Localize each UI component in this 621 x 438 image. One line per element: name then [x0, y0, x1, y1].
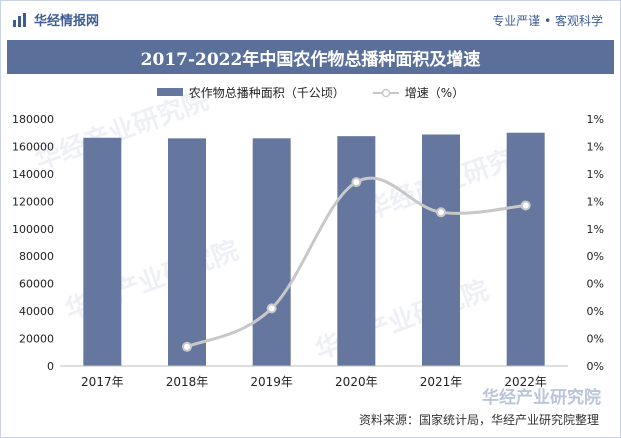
- bar: [252, 138, 291, 366]
- y-left-tick-label: 40000: [19, 305, 54, 318]
- y-right-tick-label: 1%: [587, 140, 604, 153]
- brand: 华经情报网: [12, 10, 99, 29]
- y-left-tick-label: 160000: [12, 140, 54, 153]
- y-left-tick-label: 60000: [19, 278, 54, 291]
- x-tick-label: 2021年: [420, 375, 463, 389]
- growth-point: [351, 177, 362, 188]
- header-bar: 华经情报网 专业严谨 • 客观科学: [0, 0, 621, 38]
- legend-swatch-line: [372, 87, 399, 98]
- slogan: 专业严谨 • 客观科学: [492, 14, 603, 28]
- y-left-tick-label: 20000: [19, 333, 54, 346]
- footer-brand: 华经产业研究院: [482, 388, 601, 408]
- x-tick-label: 2018年: [166, 375, 209, 389]
- y-right-tick-label: 0%: [587, 333, 604, 346]
- growth-point: [436, 207, 446, 218]
- y-right-tick-label: 0%: [587, 250, 604, 263]
- y-left-tick-label: 140000: [12, 168, 54, 181]
- bar: [337, 136, 376, 366]
- legend-label-line: 增速（%）: [404, 85, 465, 100]
- y-left-tick-label: 100000: [12, 223, 54, 236]
- bar: [422, 134, 460, 366]
- chart-legend: 农作物总播种面积（千公顷） 增速（%）: [0, 82, 621, 102]
- growth-point: [182, 341, 192, 352]
- y-left-tick-label: 120000: [12, 195, 54, 208]
- legend-label-bar: 农作物总播种面积（千公顷）: [188, 85, 345, 100]
- y-left-tick-label: 80000: [19, 250, 54, 263]
- y-right-tick-label: 0%: [587, 360, 604, 373]
- growth-point: [266, 303, 277, 314]
- x-tick-label: 2019年: [250, 375, 293, 389]
- bar: [83, 137, 122, 366]
- legend-item-line: 增速（%）: [372, 84, 465, 101]
- brand-name: 华经情报网: [34, 14, 100, 29]
- y-left-tick-label: 0: [47, 360, 54, 373]
- y-right-tick-label: 1%: [587, 168, 604, 181]
- source-note: 资料来源：国家统计局，华经产业研究院整理: [358, 413, 599, 427]
- bar: [506, 132, 545, 366]
- y-right-tick-label: 1%: [587, 223, 604, 236]
- y-right-tick-label: 0%: [587, 278, 604, 291]
- y-left-tick-label: 180000: [12, 113, 54, 126]
- y-right-tick-label: 0%: [587, 305, 604, 318]
- y-right-tick-label: 1%: [587, 195, 604, 208]
- x-tick-label: 2017年: [81, 375, 124, 389]
- growth-point: [520, 200, 531, 211]
- bar: [168, 138, 206, 366]
- x-tick-label: 2022年: [504, 375, 547, 389]
- y-right-tick-label: 1%: [587, 113, 604, 126]
- legend-swatch-bar: [156, 88, 183, 96]
- chart-title: 2017-2022年中国农作物总播种面积及增速: [7, 40, 614, 74]
- legend-item-bar: 农作物总播种面积（千公顷）: [156, 84, 345, 101]
- bar-chart-logo-icon: [12, 12, 28, 28]
- x-tick-label: 2020年: [335, 375, 378, 389]
